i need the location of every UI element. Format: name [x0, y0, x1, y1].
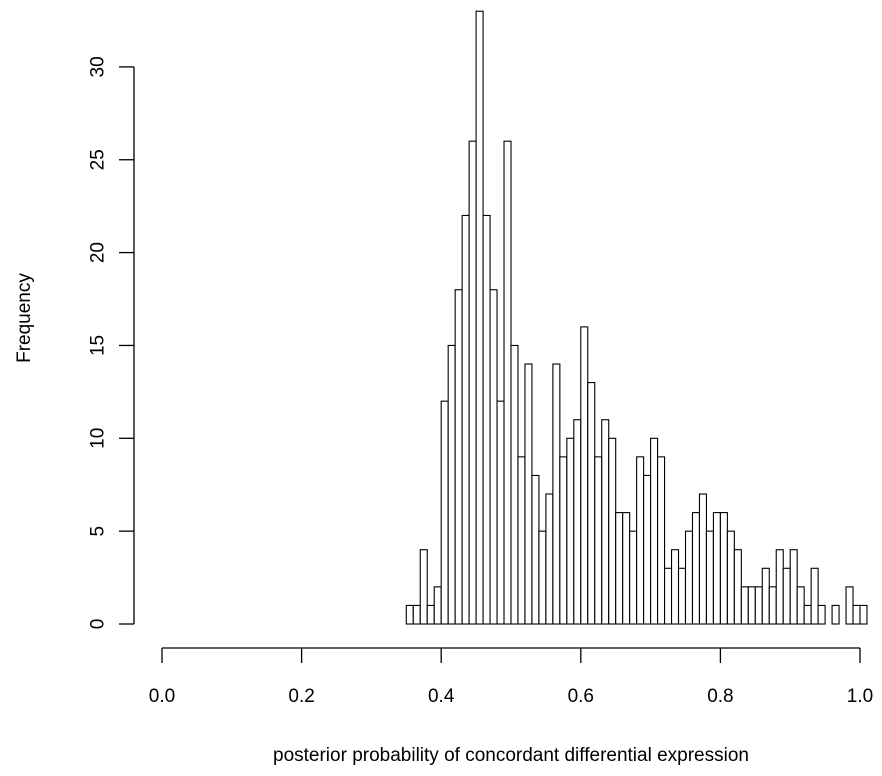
histogram-bar — [433, 586, 442, 625]
histogram-bar — [796, 586, 805, 625]
y-axis: 0 5 10 15 20 25 30 — [88, 56, 135, 630]
x-tick-label: 0.4 — [428, 686, 455, 707]
histogram-bar — [412, 604, 421, 625]
histogram-bar — [636, 456, 645, 625]
histogram-bar — [803, 604, 812, 625]
histogram-bar — [629, 530, 638, 625]
histogram-bar — [419, 549, 428, 625]
histogram-bar — [468, 140, 477, 625]
histogram-bar — [440, 400, 449, 625]
histogram-bar — [608, 437, 617, 625]
histogram-bar — [650, 437, 659, 625]
histogram-bar — [510, 344, 519, 625]
histogram-bar — [615, 512, 624, 625]
histogram-bar — [712, 512, 721, 625]
y-tick-label: 0 — [88, 619, 109, 630]
histogram-bar — [845, 586, 854, 625]
histogram-bar — [817, 604, 826, 625]
histogram-bar — [719, 512, 728, 625]
histogram-bar — [475, 10, 484, 625]
histogram-bar — [754, 586, 763, 625]
histogram-bar — [524, 363, 533, 625]
histogram-bar — [726, 530, 735, 625]
histogram-bar — [664, 567, 673, 625]
histogram-bar — [684, 530, 694, 625]
y-tick-label: 10 — [88, 428, 109, 449]
histogram-bar — [559, 456, 568, 625]
x-tick-label: 0.2 — [288, 686, 314, 707]
histogram-bar — [405, 604, 414, 625]
histogram-bar — [531, 474, 540, 625]
histogram-bar — [705, 530, 714, 625]
histogram-bar — [733, 549, 742, 625]
y-tick-label: 25 — [88, 149, 109, 170]
histogram-bar — [657, 456, 666, 625]
histogram-bar — [552, 363, 561, 625]
x-tick-label: 0.8 — [707, 686, 733, 707]
x-tick-label: 0.0 — [149, 686, 175, 707]
histogram-bar — [587, 382, 596, 625]
histogram-bar — [782, 567, 791, 625]
histogram-bar — [496, 400, 505, 625]
histogram-bar — [761, 567, 770, 625]
x-tick-label: 1.0 — [847, 686, 873, 707]
histogram-bar — [545, 493, 554, 625]
y-tick-label: 15 — [88, 335, 109, 356]
histogram-bar — [859, 604, 868, 625]
histogram-bar — [426, 604, 435, 625]
histogram-bar — [691, 512, 701, 625]
histogram-bar — [517, 456, 526, 625]
histogram-bar — [775, 549, 784, 625]
histogram-bar — [482, 214, 491, 625]
histogram-bar — [447, 344, 456, 625]
histogram-bar — [670, 549, 680, 625]
histogram-bars — [405, 10, 868, 625]
histogram-bar — [454, 289, 463, 625]
y-tick-label: 5 — [88, 526, 109, 537]
histogram-bar — [573, 419, 582, 625]
x-axis: 0.0 0.2 0.4 0.6 0.8 1.0 — [149, 647, 873, 707]
histogram-bar — [643, 474, 652, 625]
x-tick-label: 0.6 — [568, 686, 594, 707]
y-axis-title: Frequency — [14, 273, 35, 363]
histogram-bar — [503, 140, 512, 625]
histogram-bar — [740, 586, 749, 625]
histogram-bar — [677, 567, 687, 625]
y-tick-label: 30 — [88, 56, 109, 77]
histogram-bar — [852, 604, 861, 625]
histogram-bar — [622, 512, 631, 625]
y-tick-label: 20 — [88, 242, 109, 263]
histogram-bar — [810, 567, 819, 625]
histogram-bar — [789, 549, 798, 625]
histogram-bar — [566, 437, 575, 625]
histogram-bar — [831, 604, 840, 625]
histogram-bar — [580, 326, 589, 625]
histogram-bar — [601, 419, 610, 625]
histogram-bar — [768, 586, 777, 625]
histogram-bar — [461, 214, 470, 625]
histogram-bar — [594, 456, 603, 625]
histogram-bar — [747, 586, 756, 625]
histogram-bar — [538, 530, 547, 625]
histogram-bar — [489, 289, 498, 625]
histogram-bar — [698, 493, 707, 625]
x-axis-title: posterior probability of concordant diff… — [273, 745, 749, 766]
